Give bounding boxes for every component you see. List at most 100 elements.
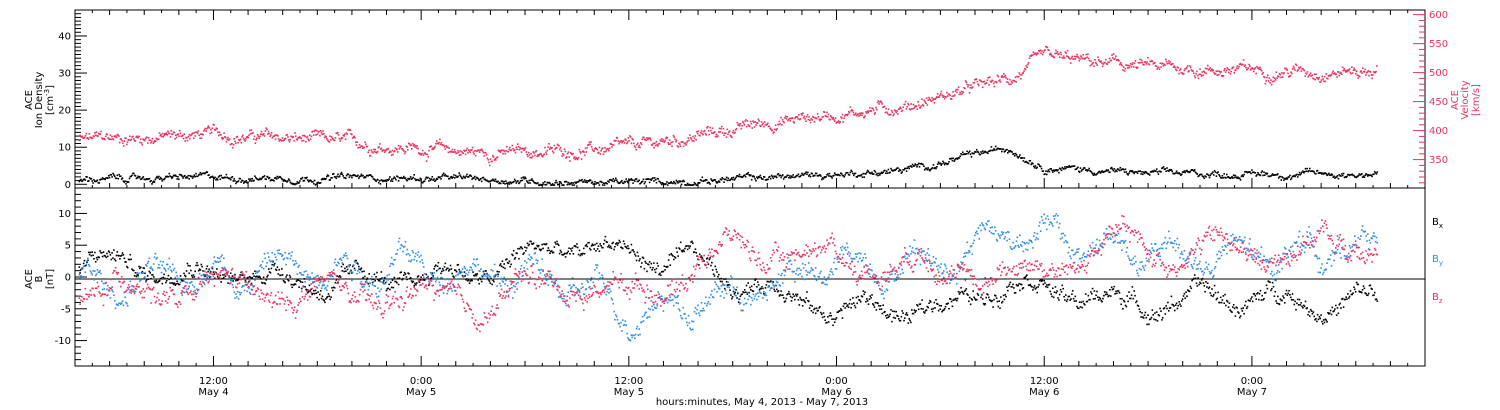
data-point-density: [1354, 176, 1356, 178]
data-point-Bx: [840, 309, 843, 312]
data-point-Bx: [345, 266, 348, 268]
data-point-density: [154, 178, 157, 181]
data-point-Bx: [1241, 310, 1244, 312]
data-point-Bx: [1215, 298, 1218, 301]
data-point-Bx: [922, 308, 924, 310]
data-point-Bx: [1361, 291, 1363, 294]
data-point-density: [1175, 170, 1178, 173]
data-point-velocity: [1346, 70, 1348, 73]
data-point-density: [389, 176, 391, 178]
data-point-density: [166, 175, 169, 178]
data-point-velocity: [721, 125, 723, 128]
data-point-velocity: [1231, 67, 1233, 70]
data-point-Bx: [899, 319, 902, 322]
data-point-density: [801, 172, 803, 175]
data-point-velocity: [452, 151, 454, 153]
data-point-density: [1215, 175, 1218, 177]
data-point-Bx: [425, 273, 428, 276]
data-point-velocity: [310, 135, 313, 138]
data-point-Bx: [93, 258, 95, 260]
data-point-density: [391, 180, 394, 182]
data-point-Bx: [925, 309, 928, 311]
data-point-velocity: [1314, 78, 1317, 81]
data-point-velocity: [167, 130, 169, 133]
data-point-velocity: [1008, 83, 1010, 86]
data-point-Bx: [429, 278, 432, 280]
data-point-density: [686, 184, 688, 186]
data-point-velocity: [1218, 70, 1221, 73]
data-point-velocity: [555, 147, 557, 149]
data-point-density: [1078, 171, 1081, 174]
data-point-velocity: [864, 115, 866, 117]
data-point-velocity: [1222, 74, 1225, 77]
data-point-Bx: [200, 263, 203, 266]
data-point-Bx: [1181, 298, 1184, 300]
data-point-velocity: [146, 136, 148, 139]
data-point-density: [339, 173, 342, 175]
data-point-velocity: [430, 145, 433, 147]
data-point-density: [1058, 167, 1061, 170]
data-point-density: [1208, 176, 1211, 179]
data-point-density: [653, 177, 656, 179]
data-point-Bx: [266, 276, 268, 278]
data-point-density: [1084, 167, 1086, 169]
data-point-velocity: [729, 134, 732, 137]
data-point-density: [932, 164, 935, 166]
data-point-velocity: [1287, 72, 1289, 75]
data-point-density: [1106, 170, 1109, 172]
data-point-Bx: [1273, 295, 1276, 297]
data-point-density: [382, 180, 384, 183]
data-point-Bx: [651, 269, 653, 271]
data-point-density: [891, 169, 893, 171]
data-point-Bx: [467, 279, 470, 281]
data-point-Bx: [538, 248, 541, 251]
data-point-density: [193, 174, 196, 176]
data-point-velocity: [599, 153, 602, 155]
data-point-Bx: [954, 298, 956, 301]
data-point-Bx: [769, 280, 772, 282]
data-point-Bx: [475, 274, 478, 277]
data-point-density: [923, 169, 926, 171]
data-point-velocity: [483, 155, 486, 157]
data-point-Bx: [872, 303, 874, 305]
data-point-density: [370, 174, 372, 177]
data-point-velocity: [413, 143, 415, 146]
data-point-density: [390, 178, 393, 181]
data-point-velocity: [240, 141, 243, 144]
data-point-Bx: [520, 246, 523, 249]
data-point-density: [913, 165, 916, 167]
data-point-Bx: [821, 313, 823, 316]
data-point-Bx: [1033, 285, 1036, 287]
data-point-Bx: [1065, 294, 1067, 296]
data-point-Bx: [1193, 274, 1196, 276]
data-point-Bx: [88, 251, 90, 254]
data-point-velocity: [108, 138, 111, 140]
data-point-Bx: [645, 262, 647, 264]
data-point-velocity: [437, 143, 440, 145]
data-point-density: [1157, 173, 1160, 175]
data-point-velocity: [906, 105, 908, 108]
data-point-velocity: [298, 137, 300, 139]
data-point-velocity: [295, 135, 297, 137]
data-point-velocity: [520, 147, 522, 150]
data-point-velocity: [1049, 52, 1052, 55]
data-point-velocity: [554, 148, 556, 150]
data-point-velocity: [286, 133, 288, 136]
data-point-density: [1185, 170, 1187, 172]
data-point-density: [1004, 150, 1006, 152]
data-point-Bx: [152, 274, 154, 276]
data-point-Bx: [326, 296, 328, 299]
data-point-velocity: [900, 107, 902, 110]
data-point-Bx: [1200, 282, 1202, 285]
data-point-velocity: [1249, 65, 1251, 68]
data-point-velocity: [927, 99, 929, 101]
data-point-density: [597, 182, 600, 184]
data-point-density: [1171, 170, 1173, 173]
data-point-Bx: [358, 265, 360, 268]
data-point-Bx: [130, 258, 132, 261]
data-point-density: [571, 184, 574, 186]
data-point-velocity: [1070, 57, 1073, 59]
data-point-velocity: [1056, 51, 1059, 53]
data-point-velocity: [109, 134, 112, 136]
data-point-density: [939, 162, 942, 165]
